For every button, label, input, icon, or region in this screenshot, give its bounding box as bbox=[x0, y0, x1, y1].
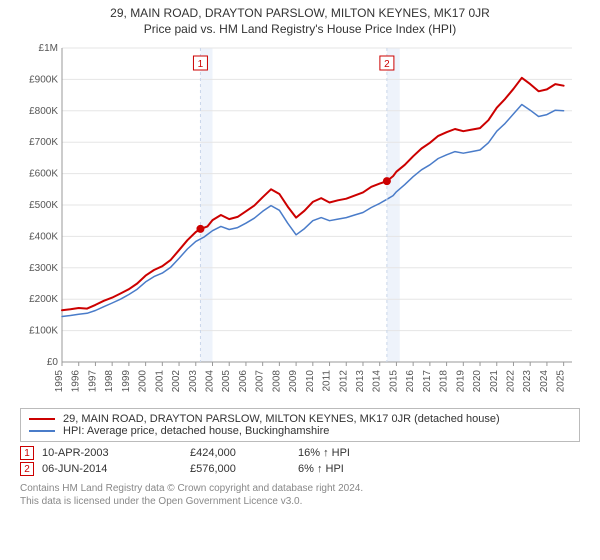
y-tick-label: £700K bbox=[29, 137, 58, 148]
x-tick-label: 2019 bbox=[455, 370, 466, 393]
legend-box: 29, MAIN ROAD, DRAYTON PARSLOW, MILTON K… bbox=[20, 408, 580, 442]
x-tick-label: 2021 bbox=[489, 370, 500, 393]
y-tick-label: £900K bbox=[29, 74, 58, 85]
marker-date: 10-APR-2003 bbox=[42, 447, 182, 459]
marker-date: 06-JUN-2014 bbox=[42, 463, 182, 475]
legend-swatch bbox=[29, 418, 55, 420]
y-tick-label: £300K bbox=[29, 263, 58, 274]
marker-pct: 16% ↑ HPI bbox=[298, 447, 418, 459]
x-tick-label: 2009 bbox=[288, 370, 299, 393]
marker-dot bbox=[196, 225, 204, 233]
x-tick-label: 2016 bbox=[405, 370, 416, 393]
marker-label: 1 bbox=[198, 59, 204, 70]
y-tick-label: £200K bbox=[29, 294, 58, 305]
chart-title: 29, MAIN ROAD, DRAYTON PARSLOW, MILTON K… bbox=[10, 6, 590, 20]
y-tick-label: £600K bbox=[29, 169, 58, 180]
y-tick-label: £500K bbox=[29, 200, 58, 211]
chart-svg: £0 £100K £200K £300K £400K £500K £600K £700K £80… bbox=[20, 42, 580, 402]
x-tick-label: 2005 bbox=[221, 370, 232, 393]
legend-label: 29, MAIN ROAD, DRAYTON PARSLOW, MILTON K… bbox=[63, 413, 500, 425]
marker-row: 1 10-APR-2003 £424,000 16% ↑ HPI bbox=[20, 446, 580, 460]
marker-pct: 6% ↑ HPI bbox=[298, 463, 418, 475]
x-tick-label: 2015 bbox=[388, 370, 399, 393]
y-tick-label: £0 bbox=[47, 357, 59, 368]
chart-subtitle: Price paid vs. HM Land Registry's House … bbox=[10, 22, 590, 36]
marker-row: 2 06-JUN-2014 £576,000 6% ↑ HPI bbox=[20, 462, 580, 476]
marker-price: £424,000 bbox=[190, 447, 290, 459]
y-tick-label: £1M bbox=[39, 43, 58, 54]
x-tick-label: 2010 bbox=[305, 370, 316, 393]
marker-number-box: 2 bbox=[20, 462, 34, 476]
x-tick-label: 2001 bbox=[154, 370, 165, 393]
x-tick-label: 2011 bbox=[322, 370, 333, 392]
x-tick-label: 2017 bbox=[422, 370, 433, 393]
x-tick-label: 2006 bbox=[238, 370, 249, 393]
x-tick-label: 2002 bbox=[171, 370, 182, 393]
x-tick-label: 1995 bbox=[54, 370, 65, 393]
x-tick-label: 2013 bbox=[355, 370, 366, 393]
footer-line-1: Contains HM Land Registry data © Crown c… bbox=[20, 482, 580, 495]
x-tick-label: 1997 bbox=[87, 370, 98, 393]
x-tick-label: 2000 bbox=[138, 370, 149, 393]
x-tick-label: 2003 bbox=[188, 370, 199, 393]
marker-label: 2 bbox=[384, 59, 390, 70]
x-tick-label: 2020 bbox=[472, 370, 483, 393]
x-tick-label: 2012 bbox=[338, 370, 349, 393]
marker-number-box: 1 bbox=[20, 446, 34, 460]
x-tick-label: 2018 bbox=[439, 370, 450, 393]
x-tick-label: 2022 bbox=[505, 370, 516, 393]
x-tick-label: 2025 bbox=[556, 370, 567, 393]
x-tick-label: 2007 bbox=[255, 370, 266, 393]
marker-price: £576,000 bbox=[190, 463, 290, 475]
legend-label: HPI: Average price, detached house, Buck… bbox=[63, 425, 329, 437]
x-tick-label: 2024 bbox=[539, 370, 550, 393]
legend-row: HPI: Average price, detached house, Buck… bbox=[29, 425, 571, 437]
x-tick-label: 2004 bbox=[204, 370, 215, 393]
footer: Contains HM Land Registry data © Crown c… bbox=[20, 482, 580, 508]
marker-dot bbox=[383, 177, 391, 185]
y-tick-label: £800K bbox=[29, 106, 58, 117]
footer-line-2: This data is licensed under the Open Gov… bbox=[20, 495, 580, 508]
legend-row: 29, MAIN ROAD, DRAYTON PARSLOW, MILTON K… bbox=[29, 413, 571, 425]
x-tick-label: 1999 bbox=[121, 370, 132, 393]
x-tick-label: 1996 bbox=[71, 370, 82, 393]
y-tick-label: £400K bbox=[29, 231, 58, 242]
x-tick-label: 2008 bbox=[271, 370, 282, 393]
x-tick-label: 1998 bbox=[104, 370, 115, 393]
x-tick-label: 2023 bbox=[522, 370, 533, 393]
y-tick-label: £100K bbox=[29, 326, 58, 337]
x-tick-label: 2014 bbox=[372, 370, 383, 393]
legend-swatch bbox=[29, 430, 55, 432]
chart-area: £0 £100K £200K £300K £400K £500K £600K £700K £80… bbox=[20, 42, 580, 402]
